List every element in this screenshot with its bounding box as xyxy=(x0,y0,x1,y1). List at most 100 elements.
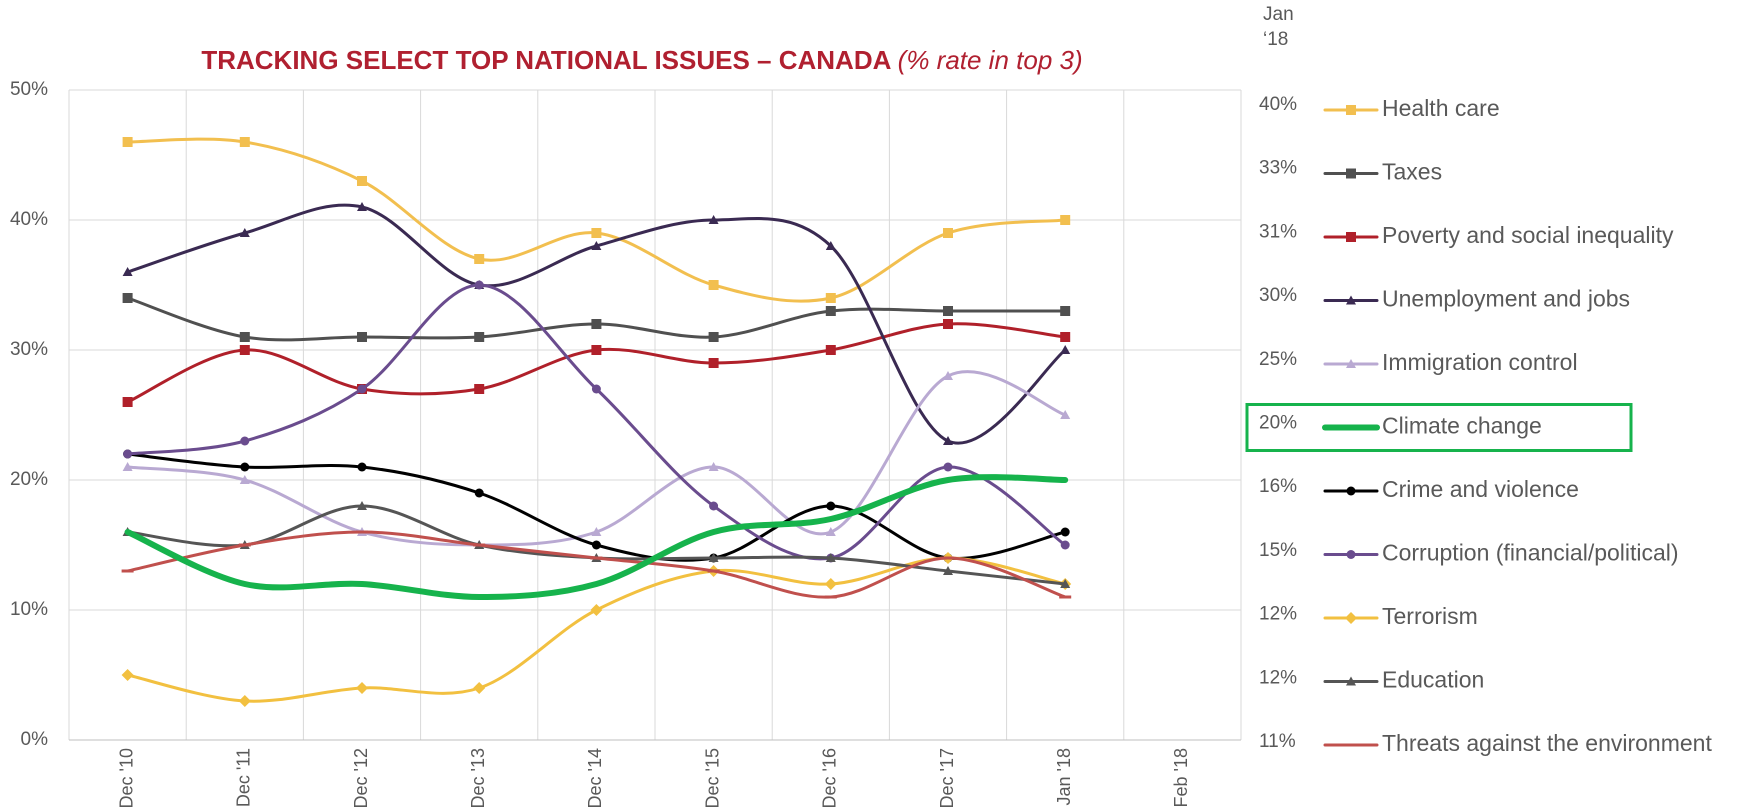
y-tick-label: 20% xyxy=(10,469,48,490)
side-label: 31% xyxy=(1259,221,1297,242)
marker xyxy=(708,553,719,562)
marker xyxy=(357,501,367,510)
marker xyxy=(825,293,836,303)
marker xyxy=(825,345,836,355)
marker xyxy=(943,371,953,380)
marker xyxy=(121,569,134,573)
x-tick-label: Dec '17 xyxy=(937,748,957,808)
marker xyxy=(591,345,602,355)
marker xyxy=(121,669,134,681)
marker xyxy=(826,501,836,511)
marker xyxy=(123,449,133,459)
marker xyxy=(825,527,836,536)
series xyxy=(122,293,1071,342)
marker xyxy=(356,530,368,534)
side-title: ‘18 xyxy=(1263,29,1288,50)
legend-label: Climate change xyxy=(1382,413,1542,439)
marker xyxy=(943,566,953,575)
marker xyxy=(356,682,368,694)
marker xyxy=(239,137,250,147)
x-tick-label: Dec '13 xyxy=(468,748,488,808)
marker xyxy=(943,436,953,445)
marker xyxy=(357,176,367,186)
line xyxy=(126,296,1067,342)
series xyxy=(121,530,1072,599)
x-tick-label: Dec '10 xyxy=(116,748,136,808)
legend-label: Terrorism xyxy=(1382,603,1478,629)
marker xyxy=(239,345,250,355)
marker xyxy=(590,556,603,560)
marker xyxy=(824,578,837,590)
marker xyxy=(824,595,837,599)
series xyxy=(121,552,1072,707)
side-title: Jan xyxy=(1263,4,1294,25)
x-tick-label: Feb '18 xyxy=(1171,748,1191,807)
marker xyxy=(239,228,250,237)
marker xyxy=(943,228,953,238)
marker xyxy=(1060,215,1071,225)
marker xyxy=(239,332,250,342)
side-label: 11% xyxy=(1259,731,1296,752)
x-tick-label: Dec '14 xyxy=(585,748,605,808)
x-tick-label: Dec '15 xyxy=(702,748,722,808)
marker xyxy=(591,540,601,550)
title: TRACKING SELECT TOP NATIONAL ISSUES – CA… xyxy=(201,45,891,75)
marker xyxy=(1060,332,1071,342)
marker xyxy=(357,202,367,211)
side-label: 40% xyxy=(1259,94,1297,115)
y-tick-label: 0% xyxy=(21,729,49,750)
legend-label: Crime and violence xyxy=(1382,476,1579,502)
marker xyxy=(474,384,485,394)
marker xyxy=(825,306,836,316)
series xyxy=(122,370,1071,549)
marker xyxy=(591,527,602,536)
marker xyxy=(591,241,602,250)
marker xyxy=(1346,168,1356,179)
marker xyxy=(357,462,367,472)
marker xyxy=(238,543,251,547)
marker xyxy=(1345,743,1357,747)
series xyxy=(123,449,1070,563)
legend-label: Poverty and social inequality xyxy=(1382,222,1674,248)
marker xyxy=(708,215,719,224)
marker xyxy=(122,397,133,407)
marker xyxy=(240,436,250,446)
y-tick-label: 40% xyxy=(10,209,48,230)
x-tick-label: Dec '11 xyxy=(234,748,254,807)
marker xyxy=(474,254,485,264)
line xyxy=(126,556,1067,703)
side-label: 20% xyxy=(1259,413,1297,434)
side-label: 25% xyxy=(1259,349,1297,370)
side-label: 12% xyxy=(1259,604,1297,625)
legend-label: Education xyxy=(1382,667,1484,693)
side-label: 15% xyxy=(1259,540,1297,561)
marker xyxy=(591,384,601,394)
side-label: 30% xyxy=(1259,285,1297,306)
marker xyxy=(1346,105,1356,115)
x-tick-label: Dec '16 xyxy=(820,748,840,808)
highlight-box xyxy=(1245,403,1633,452)
marker xyxy=(942,556,954,560)
legend-label: Immigration control xyxy=(1382,349,1578,375)
marker xyxy=(122,137,133,147)
marker xyxy=(1060,306,1071,316)
legend-label: Taxes xyxy=(1382,159,1442,185)
marker xyxy=(708,280,719,290)
series xyxy=(124,474,1069,600)
legend-label: Threats against the environment xyxy=(1382,730,1712,756)
marker xyxy=(238,695,251,707)
marker xyxy=(1060,540,1070,550)
side-label: 16% xyxy=(1259,476,1297,497)
marker xyxy=(122,293,133,303)
x-tick-label: Dec '12 xyxy=(351,748,371,808)
marker xyxy=(943,306,953,316)
marker xyxy=(709,501,719,511)
marker xyxy=(1346,359,1356,368)
marker xyxy=(1060,410,1071,419)
marker xyxy=(1346,676,1356,686)
marker xyxy=(708,358,719,368)
x-tick-label: Jan '18 xyxy=(1054,748,1074,805)
marker xyxy=(1060,345,1071,354)
marker xyxy=(1346,295,1356,305)
